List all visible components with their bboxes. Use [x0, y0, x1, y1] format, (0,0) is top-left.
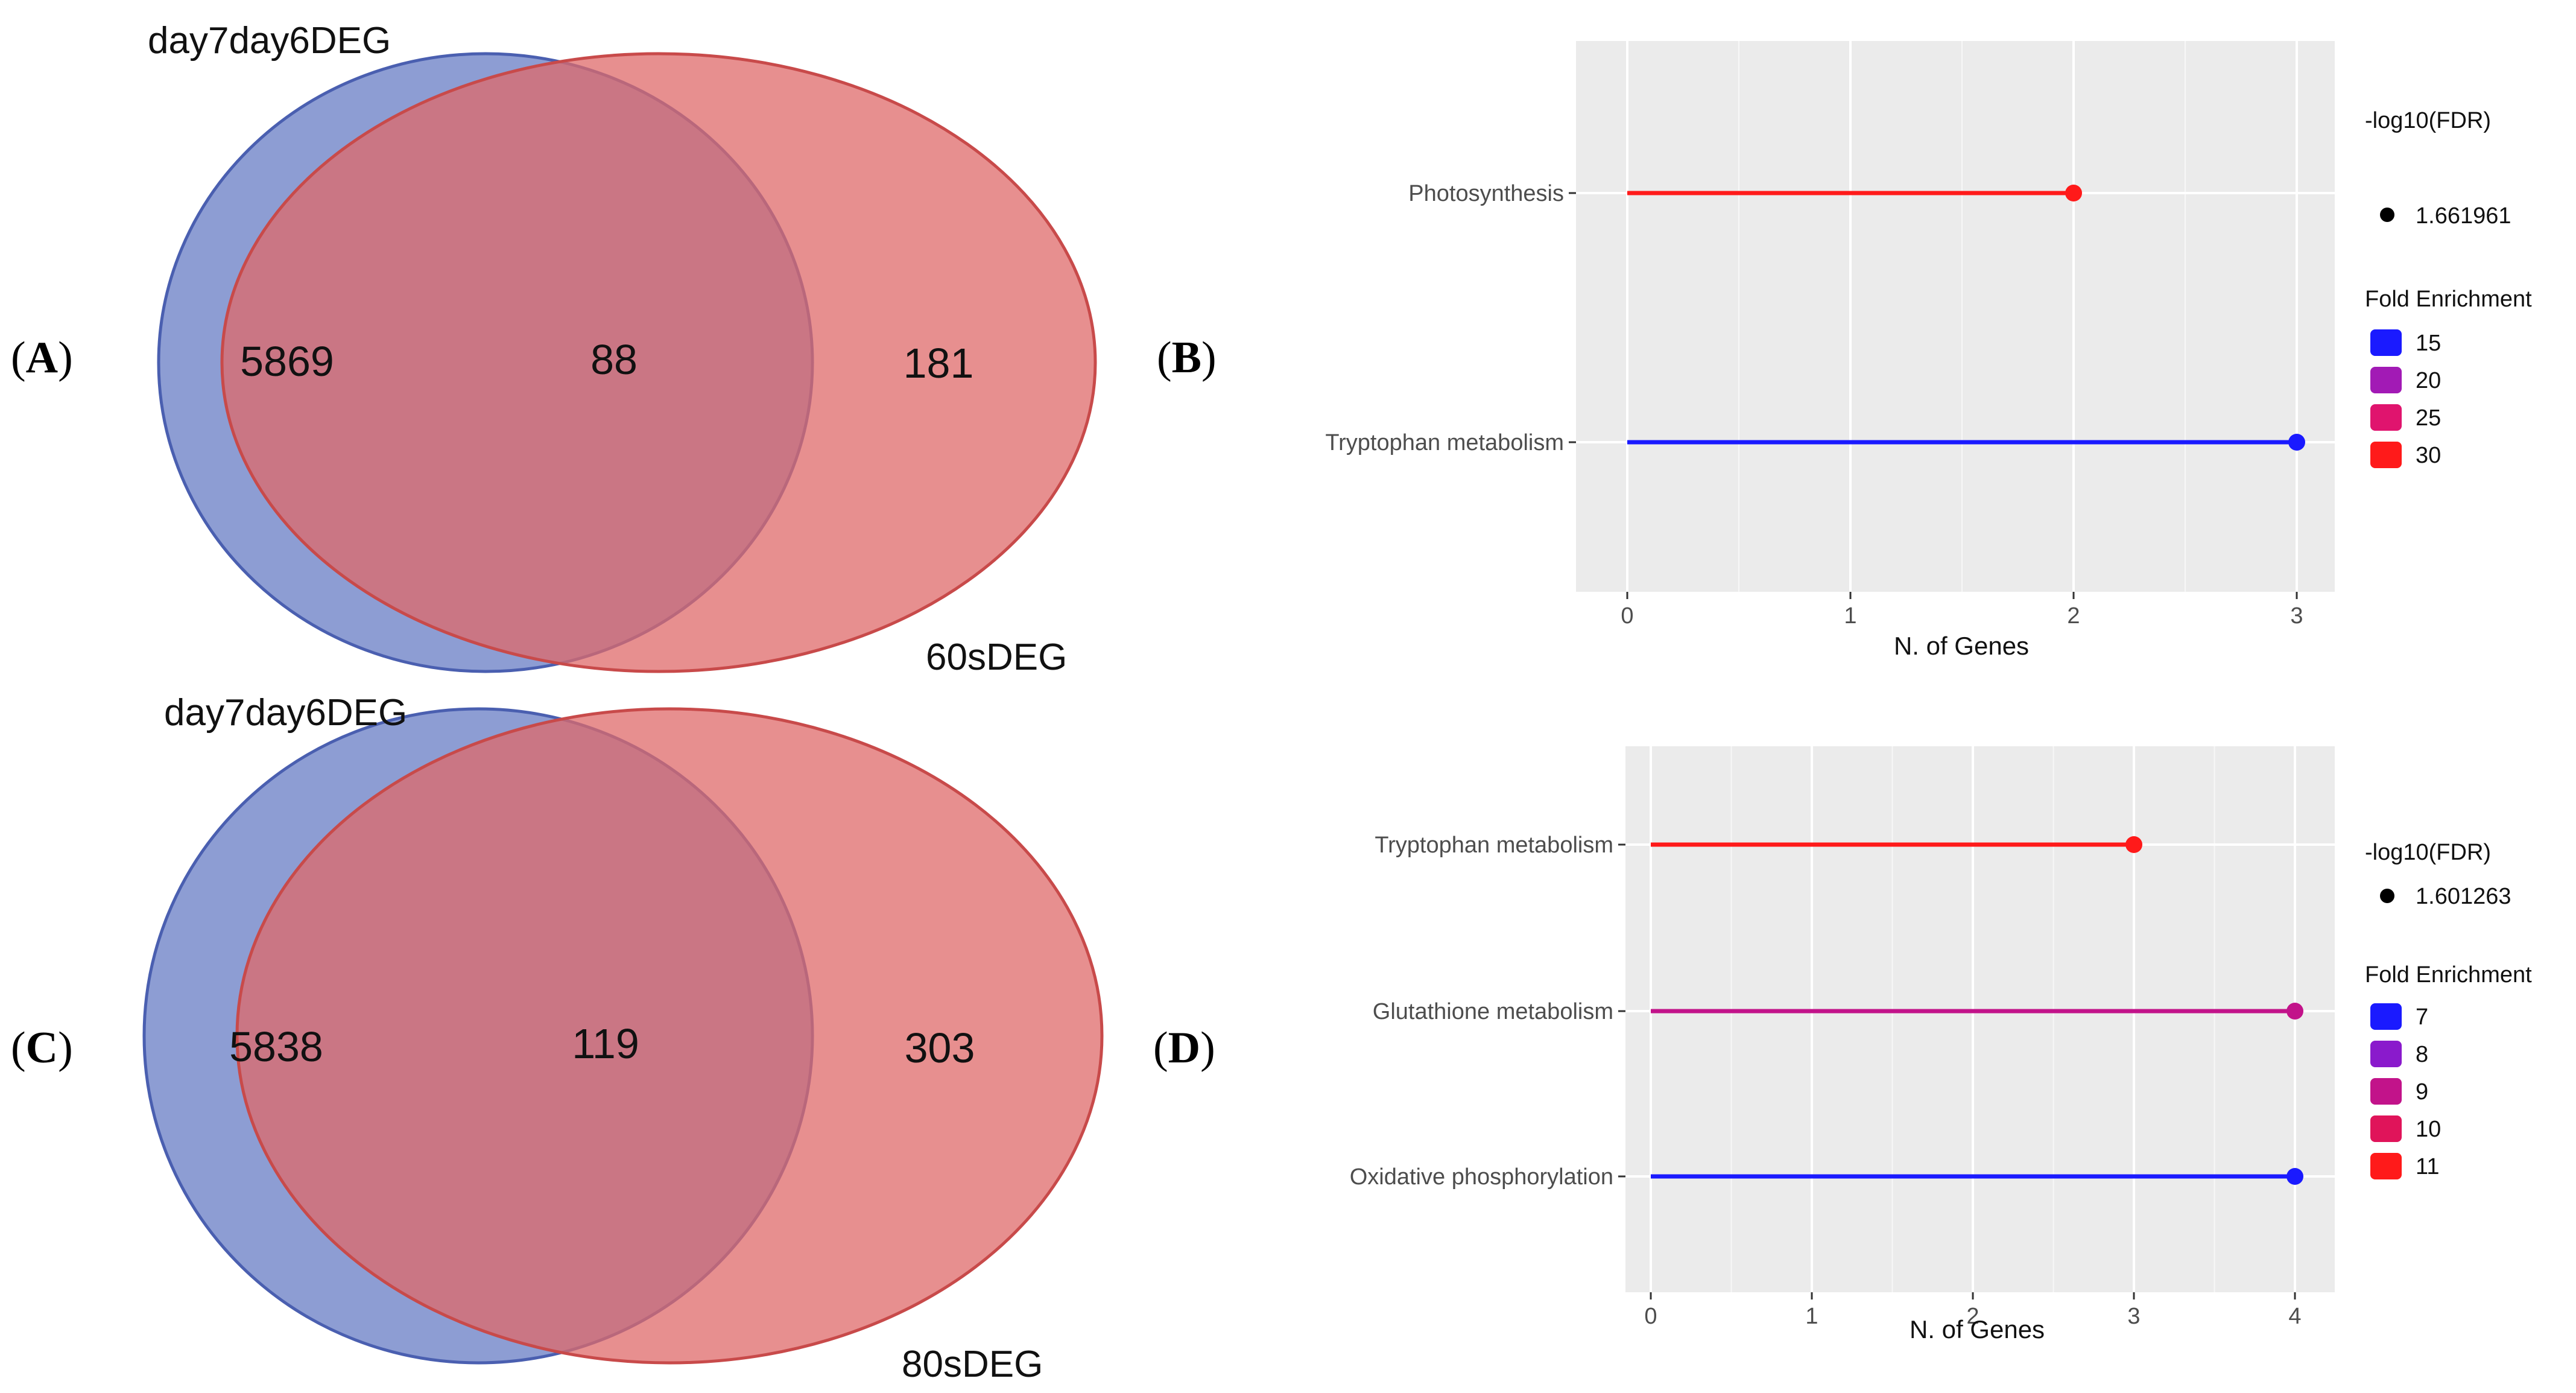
panel-d-size-legend-dot	[2380, 889, 2394, 903]
panel-d-legend-key	[2370, 1003, 2402, 1030]
panel-c-venn: day7day6DEG 80sDEG 5838 119 303	[142, 692, 1104, 1385]
panel-b-x-axis-title: N. of Genes	[1894, 632, 2029, 660]
panel-d-color-legend-items: 7 8 9 10 11	[2370, 1003, 2441, 1179]
panel-d-plot-background	[1625, 746, 2335, 1292]
panel-letter-a: (A)	[11, 333, 73, 382]
panel-b-x-tick-label: 2	[2067, 603, 2080, 629]
panel-d-x-axis-title: N. of Genes	[1910, 1315, 2045, 1344]
panel-b-ticks: 0 1 2 3 Photosynthesis Tryptophan metabolism	[1325, 181, 2303, 629]
panel-b-legend-key	[2370, 367, 2402, 393]
panel-d-x-tick-label: 2	[1966, 1304, 1979, 1329]
panel-d-size-legend-title: -log10(FDR)	[2365, 840, 2491, 865]
panel-b-legend: -log10(FDR) 1.661961 Fold Enrichment 15 2…	[2365, 108, 2532, 468]
venn-a-right-count: 181	[903, 340, 974, 387]
panel-b-plot-background	[1576, 41, 2335, 592]
panel-letter-a-value: A	[26, 333, 58, 382]
venn-a-left-count: 5869	[240, 338, 334, 385]
venn-c-right-count: 303	[905, 1024, 975, 1071]
venn-a-left-label: day7day6DEG	[148, 20, 391, 62]
panel-d-x-tick-label: 3	[2127, 1304, 2140, 1329]
panel-b-color-legend-title: Fold Enrichment	[2365, 287, 2532, 312]
panel-b-legend-label: 15	[2416, 331, 2441, 356]
venn-c-right-label: 80sDEG	[902, 1344, 1043, 1385]
panel-d-legend-key	[2370, 1115, 2402, 1142]
panel-letter-b-value: B	[1172, 333, 1201, 382]
panel-d-legend-label: 7	[2416, 1004, 2428, 1030]
panel-d-legend-label: 11	[2416, 1154, 2439, 1179]
panel-b-legend-key	[2370, 329, 2402, 356]
venn-a-right-label: 60sDEG	[926, 636, 1067, 678]
panel-b-size-legend-value: 1.661961	[2416, 203, 2511, 229]
panel-d-ticks: 0 1 2 3 4 Tryptophan metabolism Glutathione me…	[1350, 833, 2302, 1329]
panel-d-chart: 0 1 2 3 4 Tryptophan metabolism Glutathione me…	[1350, 746, 2532, 1344]
panel-b-legend-label: 30	[2416, 443, 2441, 468]
panel-d-legend-label: 10	[2416, 1117, 2441, 1142]
panel-d-legend-key	[2370, 1041, 2402, 1067]
panel-d-size-legend-value: 1.601263	[2416, 884, 2511, 909]
panel-d-color-legend-title: Fold Enrichment	[2365, 962, 2532, 988]
panel-d-legend-key	[2370, 1078, 2402, 1105]
venn-c-intersection-count: 119	[572, 1020, 639, 1067]
panel-letter-d: (D)	[1153, 1023, 1215, 1073]
panel-d-point	[2286, 1168, 2303, 1185]
panel-d-x-tick-label: 0	[1644, 1304, 1657, 1329]
venn-a-intersection-count: 88	[590, 336, 638, 383]
panel-d-x-tick-label: 4	[2288, 1304, 2301, 1329]
panel-d-legend-label: 9	[2416, 1079, 2428, 1105]
panel-a-venn: day7day6DEG 60sDEG 5869 88 181	[148, 20, 1097, 678]
panel-d-legend-key	[2370, 1153, 2402, 1179]
panel-d-x-tick-label: 1	[1805, 1304, 1818, 1329]
venn-c-right-circle	[235, 707, 1104, 1365]
panel-b-x-tick-label: 3	[2290, 603, 2303, 629]
panel-b-size-legend-title: -log10(FDR)	[2365, 108, 2491, 133]
panel-d-legend: -log10(FDR) 1.601263 Fold Enrichment 7 8 9…	[2365, 840, 2532, 1179]
panel-b-x-tick-label: 0	[1621, 603, 1633, 629]
panel-b-color-legend-items: 15 20 25 30	[2370, 329, 2441, 468]
panel-letter-c: (C)	[11, 1023, 73, 1073]
panel-d-point	[2286, 1003, 2303, 1020]
panel-b-size-legend-dot	[2380, 208, 2394, 222]
panel-b-x-tick-label: 1	[1844, 603, 1856, 629]
panel-letter-d-value: D	[1168, 1023, 1200, 1073]
panel-b-point	[2065, 185, 2082, 201]
panel-d-category-label: Glutathione metabolism	[1373, 999, 1613, 1024]
panel-d-marks	[1651, 836, 2303, 1185]
panel-letter-b: (B)	[1157, 333, 1217, 382]
venn-a-right-circle	[220, 52, 1097, 673]
panel-d-legend-label: 8	[2416, 1042, 2428, 1067]
panel-b-legend-label: 20	[2416, 368, 2441, 393]
panel-b-legend-label: 25	[2416, 405, 2441, 431]
panel-d-category-label: Oxidative phosphorylation	[1350, 1164, 1613, 1190]
panel-letter-c-value: C	[26, 1023, 58, 1073]
panel-b-legend-key	[2370, 404, 2402, 431]
venn-c-left-label: day7day6DEG	[164, 692, 407, 734]
panel-d-category-label: Tryptophan metabolism	[1375, 833, 1613, 858]
panel-b-marks	[1627, 185, 2305, 451]
venn-c-left-count: 5838	[229, 1023, 323, 1070]
panel-b-point	[2288, 434, 2305, 451]
panel-b-category-label: Tryptophan metabolism	[1325, 430, 1564, 455]
panel-b-legend-key	[2370, 442, 2402, 468]
panel-d-point	[2125, 836, 2142, 853]
panel-b-category-label: Photosynthesis	[1408, 181, 1564, 206]
